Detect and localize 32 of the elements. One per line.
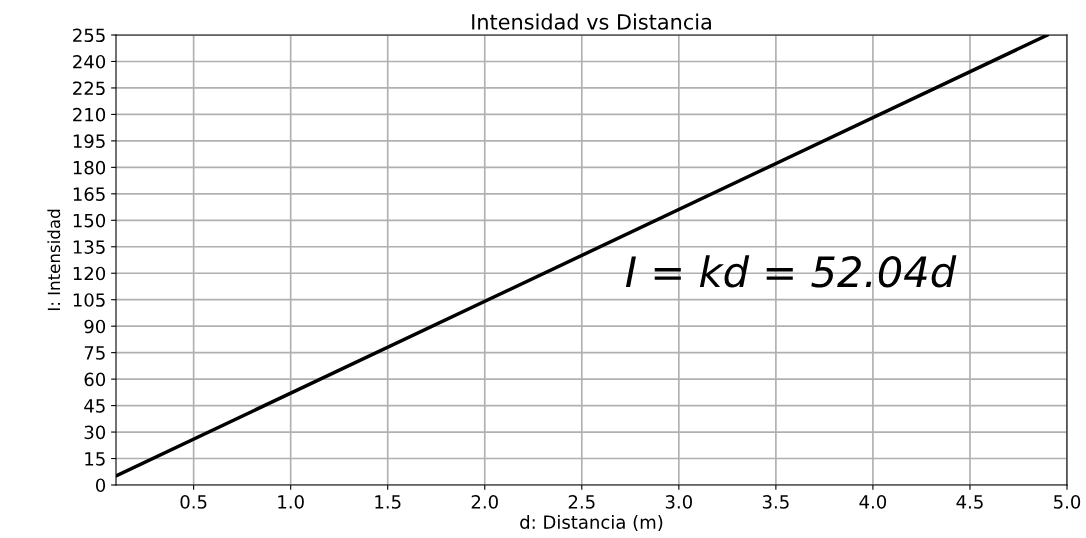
y-tick-label: 45 — [84, 399, 105, 413]
y-tick-label: 180 — [73, 160, 106, 175]
y-tick-label: 105 — [73, 293, 105, 307]
x-axis-title: d: Distancia (m) — [520, 514, 663, 532]
y-tick-label: 30 — [84, 425, 106, 440]
x-tick-label: 3.0 — [665, 495, 692, 509]
x-tick-label: 0.5 — [180, 495, 207, 509]
y-tick-label: 60 — [84, 372, 106, 387]
x-tick-label: 2.5 — [568, 495, 595, 509]
y-tick-label: 240 — [73, 54, 106, 69]
x-tick-label: 3.5 — [762, 495, 789, 509]
y-tick-label: 0 — [95, 478, 106, 493]
y-tick-label: 210 — [73, 107, 106, 122]
y-tick-label: 135 — [73, 240, 105, 254]
x-tick-label: 5.0 — [1054, 495, 1081, 509]
x-tick-label: 1.0 — [278, 495, 304, 509]
annotation: I = kd = 52.04d — [625, 255, 957, 288]
y-tick-label: 75 — [84, 346, 105, 360]
y-tick-label: 15 — [85, 452, 105, 466]
x-tick-label: 1.5 — [375, 495, 401, 509]
y-tick-label: 165 — [73, 187, 105, 201]
y-tick-label: 90 — [84, 319, 106, 334]
y-tick-label: 225 — [73, 81, 105, 96]
y-tick-label: 120 — [73, 266, 106, 281]
y-tick-label: 150 — [73, 213, 106, 228]
y-tick-label: 195 — [73, 134, 105, 148]
x-tick-label: 4.0 — [859, 495, 887, 509]
x-tick-label: 4.5 — [956, 495, 983, 509]
y-axis-title: I: Intensidad — [47, 209, 61, 311]
y-tick-label: 255 — [73, 28, 105, 43]
chart-title: Intensidad vs Distancia — [472, 13, 711, 30]
x-tick-label: 2.0 — [471, 495, 498, 509]
